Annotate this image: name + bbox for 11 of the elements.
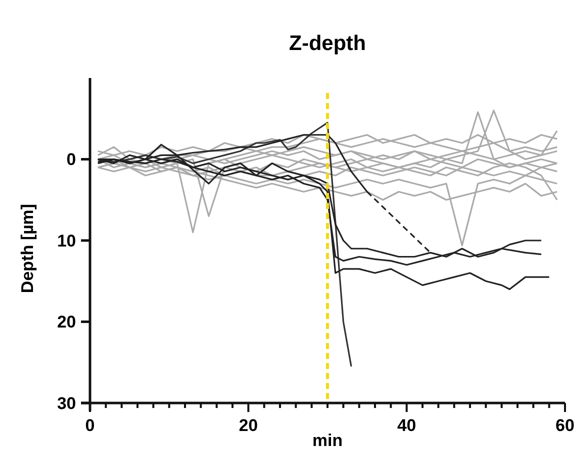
y-axis-title: Depth [µm]	[18, 204, 37, 294]
x-axis-title: min	[312, 431, 343, 450]
y-tick-label: 30	[57, 394, 76, 413]
chart-title: Z-depth	[289, 32, 366, 55]
y-tick-label: 20	[57, 312, 76, 332]
y-tick-label: 0	[66, 150, 76, 170]
y-tick-label: 10	[57, 231, 76, 250]
x-tick-label: 60	[556, 416, 574, 435]
x-tick-label: 40	[397, 416, 416, 435]
x-tick-label: 0	[85, 416, 95, 435]
x-tick-label: 20	[238, 416, 258, 435]
